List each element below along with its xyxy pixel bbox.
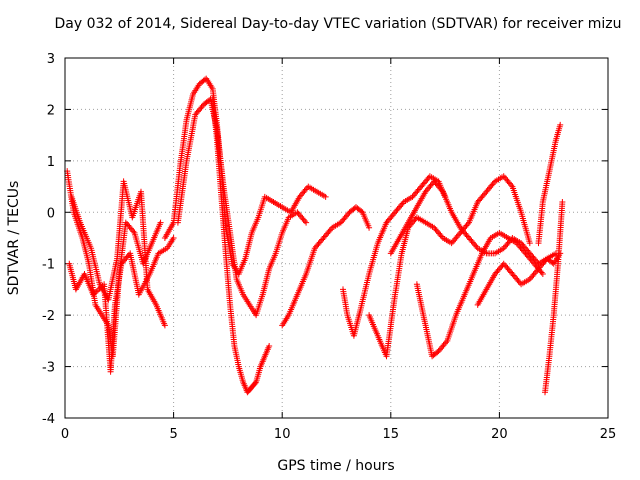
data-point xyxy=(303,219,310,226)
y-tick-label: 0 xyxy=(47,206,55,221)
x-tick-label: 10 xyxy=(274,427,291,442)
data-point xyxy=(366,224,373,231)
data-point xyxy=(557,121,564,128)
data-point xyxy=(526,240,533,247)
data-point xyxy=(301,218,308,225)
plot-frame xyxy=(64,57,609,419)
y-tick-label: -2 xyxy=(42,309,55,324)
y-axis-label: SDTVAR / TECUs xyxy=(6,181,22,296)
x-tick-label: 25 xyxy=(600,427,617,442)
series-track-2 xyxy=(66,235,177,375)
data-point xyxy=(170,235,177,241)
data-point xyxy=(539,271,546,277)
x-tick-label: 15 xyxy=(383,427,400,442)
series-track-5 xyxy=(174,96,310,319)
y-tick-label: -4 xyxy=(42,412,55,427)
y-tick-label: -3 xyxy=(42,361,55,376)
x-tick-label: 5 xyxy=(169,427,177,442)
data-point xyxy=(443,339,449,346)
y-tick-label: 1 xyxy=(47,155,55,170)
data-point xyxy=(506,268,513,275)
series-track-13 xyxy=(535,121,564,247)
series-track-6 xyxy=(209,96,273,396)
data-point xyxy=(559,199,566,205)
y-tick-label: 2 xyxy=(47,103,55,118)
series-track-9 xyxy=(366,173,533,360)
series-track-7 xyxy=(279,204,373,329)
data-point xyxy=(157,219,164,226)
chart-title: Day 032 of 2014, Sidereal Day-to-day VTE… xyxy=(55,16,622,32)
data-point xyxy=(161,322,168,329)
series-track-14 xyxy=(542,199,566,396)
y-tick-label: -1 xyxy=(42,258,55,273)
data-point xyxy=(322,193,329,200)
series-track-3 xyxy=(68,178,168,329)
data-points xyxy=(64,75,566,396)
data-point xyxy=(252,380,259,386)
x-tick-label: 20 xyxy=(491,427,508,442)
data-point xyxy=(464,221,471,227)
data-point xyxy=(266,343,273,349)
x-axis-label: GPS time / hours xyxy=(277,458,394,474)
series-track-8 xyxy=(340,173,449,339)
y-tick-label: 3 xyxy=(47,52,55,67)
tick-labels: 0 5 10 15 20 25 -4 -3 -2 -1 0 1 2 3 xyxy=(42,52,616,442)
x-tick-label: 0 xyxy=(61,427,69,442)
